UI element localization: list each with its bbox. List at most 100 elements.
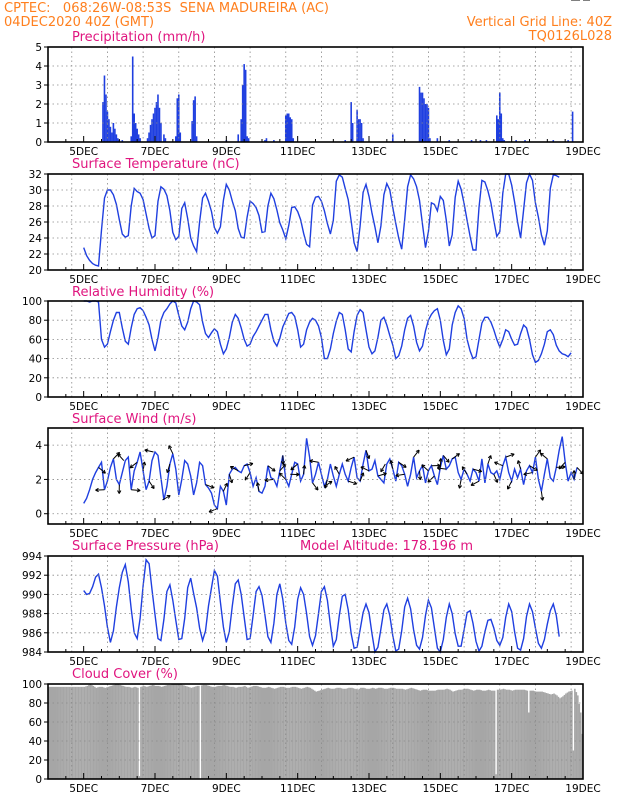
wind-arrow: [487, 455, 492, 465]
cloud-column: [71, 686, 74, 779]
precip-bar: [351, 123, 354, 142]
cloud-column: [438, 689, 441, 779]
wind-arrow: [348, 480, 357, 485]
precip-bar: [164, 138, 167, 142]
x-tick-label: 17DEC: [494, 274, 529, 286]
wind-arrow-head: [271, 467, 276, 472]
cloud-column: [562, 696, 564, 779]
wind-arrow: [303, 465, 306, 475]
cloud-column: [62, 686, 65, 779]
wind-arrow: [312, 482, 319, 491]
cloud-column: [138, 776, 141, 779]
precip-bar: [158, 107, 161, 142]
wind-arrow-head: [144, 448, 149, 453]
x-tick-label: 13DEC: [351, 146, 386, 158]
x-tick-label: 13DEC: [351, 401, 386, 413]
cloud-column: [198, 685, 200, 779]
y-tick-label: 0: [35, 774, 42, 786]
cloud-column: [259, 686, 261, 779]
precip-bar: [163, 134, 165, 142]
cloud-column: [82, 686, 84, 779]
x-tick-label: 7DEC: [141, 783, 170, 795]
wind-arrow-head: [264, 477, 269, 483]
cloud-column: [134, 686, 136, 779]
x-tick-label: 19DEC: [565, 401, 600, 413]
cloud-column: [49, 686, 52, 779]
cloud-column: [517, 689, 520, 779]
wind-arrow: [413, 449, 420, 458]
cloud-column: [383, 688, 386, 779]
cloud-column: [88, 684, 90, 779]
cloud-column: [535, 691, 537, 779]
cloud-column: [346, 688, 349, 779]
y-tick-label: 20: [29, 373, 42, 385]
cloud-column: [428, 690, 430, 779]
precip-bar: [240, 119, 242, 142]
cloud-column: [248, 687, 251, 779]
cloud-column: [325, 688, 328, 779]
precip-bar: [139, 138, 141, 142]
x-tick-label: 17DEC: [494, 146, 529, 158]
wind-arrow: [345, 456, 355, 462]
wind-arrow: [517, 460, 522, 470]
cloud-column: [116, 684, 118, 779]
cloud-column: [73, 686, 75, 779]
wind-arrow-head: [210, 484, 215, 489]
wind-arrow: [365, 450, 370, 459]
y-tick-label: 60: [29, 334, 42, 346]
cloud-column: [484, 690, 487, 779]
cloud-column: [284, 687, 286, 779]
wind-arrow-head: [129, 464, 134, 469]
wind-arrow-head: [290, 466, 295, 471]
cloud-column: [489, 690, 491, 779]
cloud-column: [166, 684, 169, 779]
cloud-column: [483, 690, 485, 779]
cloud-column: [409, 688, 411, 779]
cloud-column: [232, 686, 234, 779]
y-tick-label: 5: [35, 42, 42, 54]
cloud-column: [557, 696, 560, 779]
wind-arrow-head: [249, 462, 254, 467]
cloud-column: [575, 692, 578, 779]
cloud-column: [183, 685, 185, 779]
cloud-column: [137, 687, 139, 779]
wind-arrow: [359, 472, 364, 482]
cloud-column: [114, 684, 117, 779]
precip-bar: [418, 86, 421, 142]
cloud-column: [208, 685, 211, 779]
precip-bar: [515, 140, 517, 142]
cloud-column: [358, 688, 361, 779]
wind-arrow: [144, 449, 154, 453]
x-tick-label: 17DEC: [494, 656, 529, 668]
wind-arrow: [398, 461, 407, 468]
cloud-column: [334, 688, 337, 779]
cloud-column: [571, 690, 573, 779]
wind-arrow: [256, 482, 260, 492]
cloud-column: [105, 687, 108, 779]
x-tick-label: 15DEC: [423, 146, 458, 158]
x-tick-label: 17DEC: [494, 528, 529, 540]
cloud-column: [294, 686, 297, 779]
cloud-column: [343, 688, 346, 779]
cloud-column: [263, 687, 266, 779]
precip-bar: [344, 140, 347, 142]
cloud-column: [397, 688, 399, 779]
panel-frame: [47, 46, 584, 143]
precip-bar: [155, 102, 158, 142]
cloud-column: [221, 685, 224, 779]
grid: [48, 47, 583, 142]
panel-title: Surface Pressure (hPa): [72, 539, 219, 554]
precip-bar: [423, 98, 425, 142]
x-tick-label: 11DEC: [280, 401, 315, 413]
precip-bar: [176, 98, 179, 142]
cloud-column: [421, 690, 423, 779]
cloud-column: [550, 694, 552, 779]
panel-frame: [47, 300, 584, 398]
cloud-column: [478, 689, 481, 779]
x-tick-label: 5DEC: [69, 274, 98, 286]
y-tick-label: 2: [35, 99, 42, 111]
y-tick-label: 100: [22, 679, 42, 691]
cloud-column: [496, 689, 499, 779]
precip-bar: [109, 126, 112, 142]
precip-bar: [501, 138, 504, 142]
